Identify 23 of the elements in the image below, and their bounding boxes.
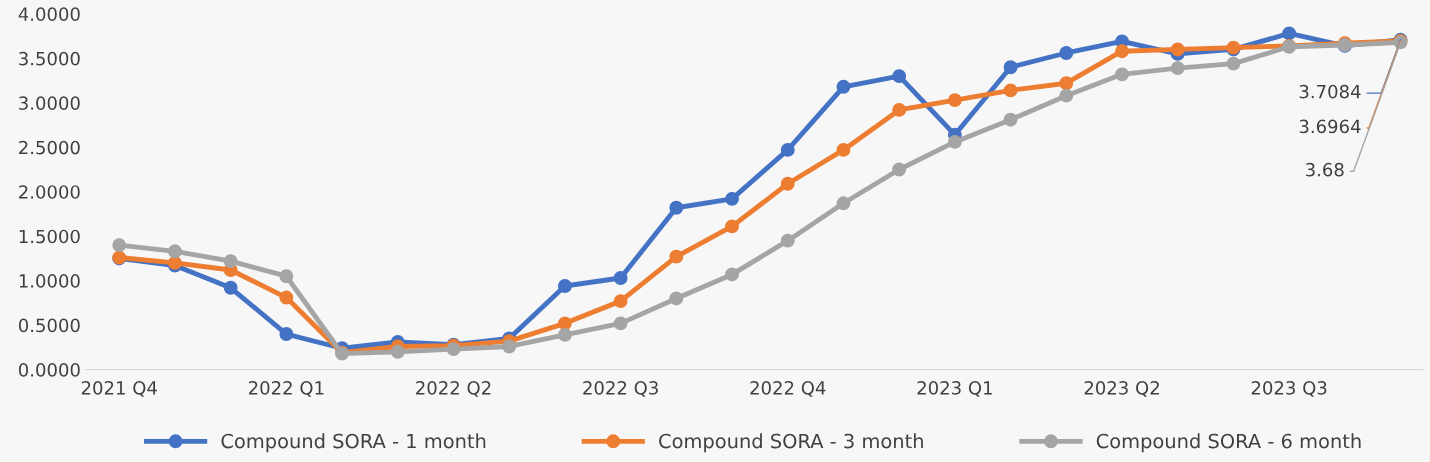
y-tick-label: 4.0000 [18, 7, 80, 21]
x-tick-label: 2022 Q3 [583, 381, 658, 397]
x-tick-label: 2022 Q4 [750, 381, 826, 397]
y-tick-label: 0.5000 [18, 318, 80, 333]
y-tick-label: 1.0000 [19, 274, 80, 288]
x-tick-label: 2023 Q1 [917, 381, 992, 397]
data-label: 3.68 [1306, 162, 1344, 177]
legend-label: Compound SORA - 6 month [1096, 433, 1361, 453]
y-tick-label: 3.5000 [19, 51, 80, 66]
x-tick-label: 2021 Q4 [81, 381, 157, 397]
y-tick-label: 0.0000 [18, 363, 80, 377]
y-tick-label: 2.0000 [19, 185, 80, 199]
y-tick-label: 1.5000 [19, 229, 80, 244]
legend-label: Compound SORA - 3 month [659, 433, 923, 453]
y-tick-label: 2.5000 [19, 140, 80, 155]
y-tick-label: 3.0000 [19, 96, 80, 110]
x-tick-label: 2023 Q3 [1251, 381, 1327, 397]
data-label: 3.7084 [1299, 84, 1361, 99]
x-tick-label: 2022 Q1 [248, 381, 324, 397]
data-label: 3.6964 [1299, 119, 1361, 134]
legend-label: Compound SORA - 1 month [221, 433, 486, 453]
x-tick-label: 2022 Q2 [416, 381, 491, 397]
x-tick-label: 2023 Q2 [1084, 381, 1159, 397]
